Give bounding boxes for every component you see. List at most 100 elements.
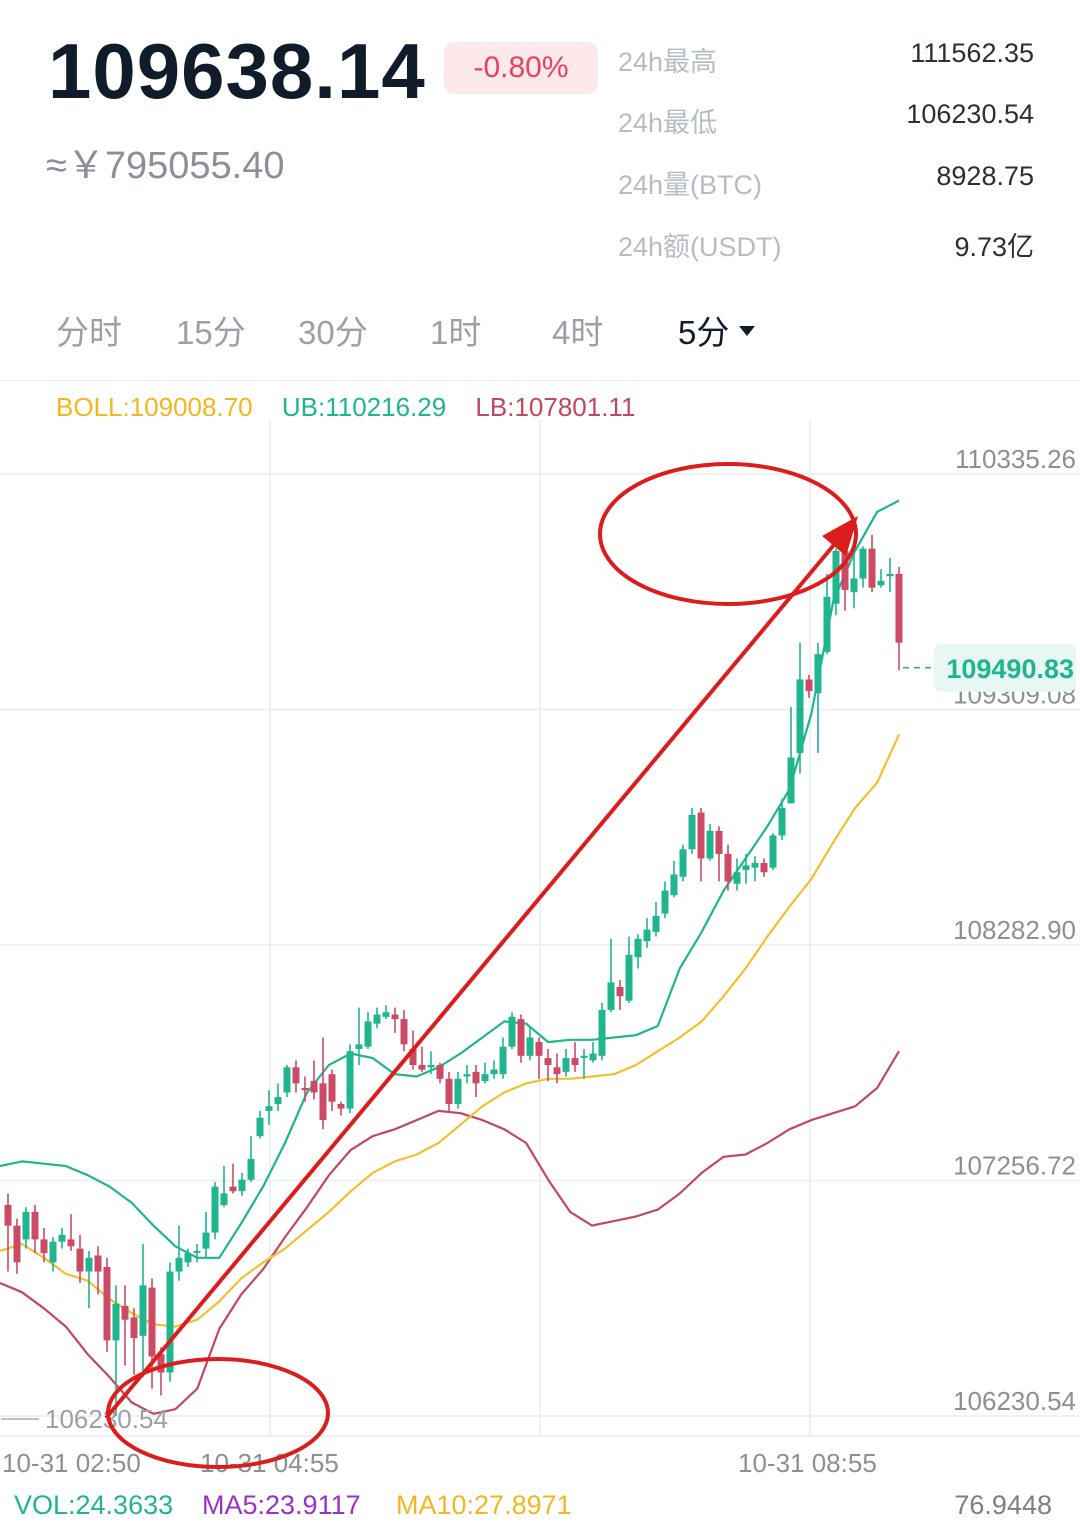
candle-body bbox=[139, 1285, 147, 1336]
tab-30min[interactable]: 30分 bbox=[298, 314, 368, 351]
chevron-down-icon bbox=[739, 326, 756, 337]
candle-body bbox=[760, 863, 768, 873]
candle-body bbox=[715, 830, 723, 854]
candle-body bbox=[652, 915, 660, 932]
interval-tabs: 分时 15分 30分 1时 4时 5分 bbox=[0, 306, 1080, 356]
candle-body bbox=[112, 1303, 120, 1341]
candle-body bbox=[832, 550, 840, 604]
tab-1h[interactable]: 1时 bbox=[430, 314, 482, 351]
candle-body bbox=[508, 1016, 516, 1047]
candle-body bbox=[355, 1044, 363, 1049]
candle-body bbox=[805, 679, 813, 691]
candle-body bbox=[184, 1253, 192, 1263]
candle-body bbox=[877, 580, 885, 586]
candle-body bbox=[490, 1069, 498, 1075]
candle-body bbox=[526, 1037, 534, 1056]
candle-body bbox=[472, 1071, 480, 1084]
candle-body bbox=[454, 1078, 462, 1105]
candle-body bbox=[733, 872, 741, 884]
stat-value-volume: 8928.75 bbox=[936, 161, 1034, 191]
x-tick-label: 10-31 02:50 bbox=[2, 1448, 141, 1478]
stat-label-volume: 24h量(BTC) bbox=[618, 170, 763, 200]
candle-body bbox=[22, 1211, 30, 1240]
ma5-value: MA5:23.9117 bbox=[202, 1490, 361, 1520]
candle-body bbox=[193, 1250, 201, 1253]
candle-body bbox=[634, 938, 642, 958]
candle-body bbox=[445, 1078, 453, 1105]
candle-body bbox=[220, 1193, 228, 1205]
candle-body bbox=[4, 1204, 12, 1226]
tab-15min[interactable]: 15分 bbox=[176, 314, 246, 351]
tab-time-sharing[interactable]: 分时 bbox=[56, 314, 122, 351]
boll-mid-line bbox=[0, 734, 901, 1328]
candle-body bbox=[544, 1058, 552, 1066]
candle-body bbox=[166, 1271, 174, 1373]
candle-body bbox=[49, 1241, 57, 1263]
x-tick-label: 10-31 04:55 bbox=[200, 1448, 339, 1478]
candle-body bbox=[337, 1104, 345, 1109]
candle-body bbox=[661, 890, 669, 914]
candle-body bbox=[391, 1014, 399, 1020]
y-tick-label: 110335.26 bbox=[955, 444, 1076, 474]
candle-body bbox=[283, 1067, 291, 1093]
candle-body bbox=[643, 929, 651, 942]
candle-body bbox=[427, 1065, 435, 1068]
candle-body bbox=[481, 1074, 489, 1082]
candle-body bbox=[274, 1097, 282, 1105]
divider bbox=[0, 380, 1080, 381]
candle-body bbox=[229, 1186, 237, 1192]
y-tick-label: 106230.54 bbox=[953, 1386, 1076, 1416]
candle-body bbox=[346, 1051, 354, 1109]
candle-body bbox=[463, 1074, 471, 1077]
current-price-badge bbox=[934, 643, 1076, 692]
candle-body bbox=[535, 1042, 543, 1056]
candle-body bbox=[886, 573, 894, 577]
candle-body bbox=[328, 1074, 336, 1102]
candle-body bbox=[418, 1065, 426, 1070]
candle-body bbox=[778, 807, 786, 836]
annotation-circle-high bbox=[598, 462, 858, 606]
candle-body bbox=[616, 986, 624, 997]
candle-body bbox=[310, 1081, 318, 1093]
candle-body bbox=[868, 548, 876, 588]
candle-body bbox=[895, 573, 903, 643]
candle-body bbox=[589, 1053, 597, 1061]
candle-body bbox=[202, 1232, 210, 1249]
stat-value-high: 111562.35 bbox=[910, 38, 1034, 68]
tab-4h[interactable]: 4时 bbox=[552, 314, 604, 351]
candle-body bbox=[679, 849, 687, 877]
upper-band-line bbox=[0, 499, 900, 1259]
candle-body bbox=[580, 1055, 588, 1058]
candle-body bbox=[247, 1159, 255, 1180]
candle-body bbox=[103, 1266, 111, 1341]
candle-body bbox=[292, 1067, 300, 1084]
candle-body bbox=[256, 1117, 264, 1137]
tab-5min[interactable]: 5分 bbox=[678, 306, 756, 354]
boll-value: BOLL:109008.70 bbox=[56, 392, 253, 422]
candle-body bbox=[823, 596, 831, 652]
candle-body bbox=[58, 1234, 66, 1242]
ub-value: UB:110216.29 bbox=[281, 392, 447, 422]
candle-body bbox=[67, 1239, 75, 1247]
candle-body bbox=[76, 1248, 84, 1272]
vol-value: VOL:24.3633 bbox=[14, 1490, 174, 1520]
candle-body bbox=[841, 550, 849, 590]
candle-body bbox=[31, 1211, 39, 1240]
stat-label-high: 24h最高 bbox=[618, 47, 718, 77]
y-tick-label: 108282.90 bbox=[953, 915, 1076, 945]
candle-body bbox=[607, 982, 615, 1010]
candle-body bbox=[751, 863, 759, 868]
candle-body bbox=[121, 1305, 129, 1320]
cny-price: ≈￥795055.40 bbox=[46, 145, 285, 187]
candle-body bbox=[94, 1255, 102, 1272]
candle-body bbox=[157, 1354, 165, 1373]
stat-value-low: 106230.54 bbox=[906, 99, 1034, 129]
last-price: 109638.14 bbox=[48, 27, 426, 115]
candle-body bbox=[265, 1106, 273, 1111]
candle-body bbox=[499, 1046, 507, 1075]
candle-body bbox=[850, 578, 858, 593]
stat-value-turnover: 9.73亿 bbox=[954, 232, 1034, 262]
tab-5min-label: 5分 bbox=[678, 314, 730, 351]
candle-body bbox=[211, 1186, 219, 1233]
